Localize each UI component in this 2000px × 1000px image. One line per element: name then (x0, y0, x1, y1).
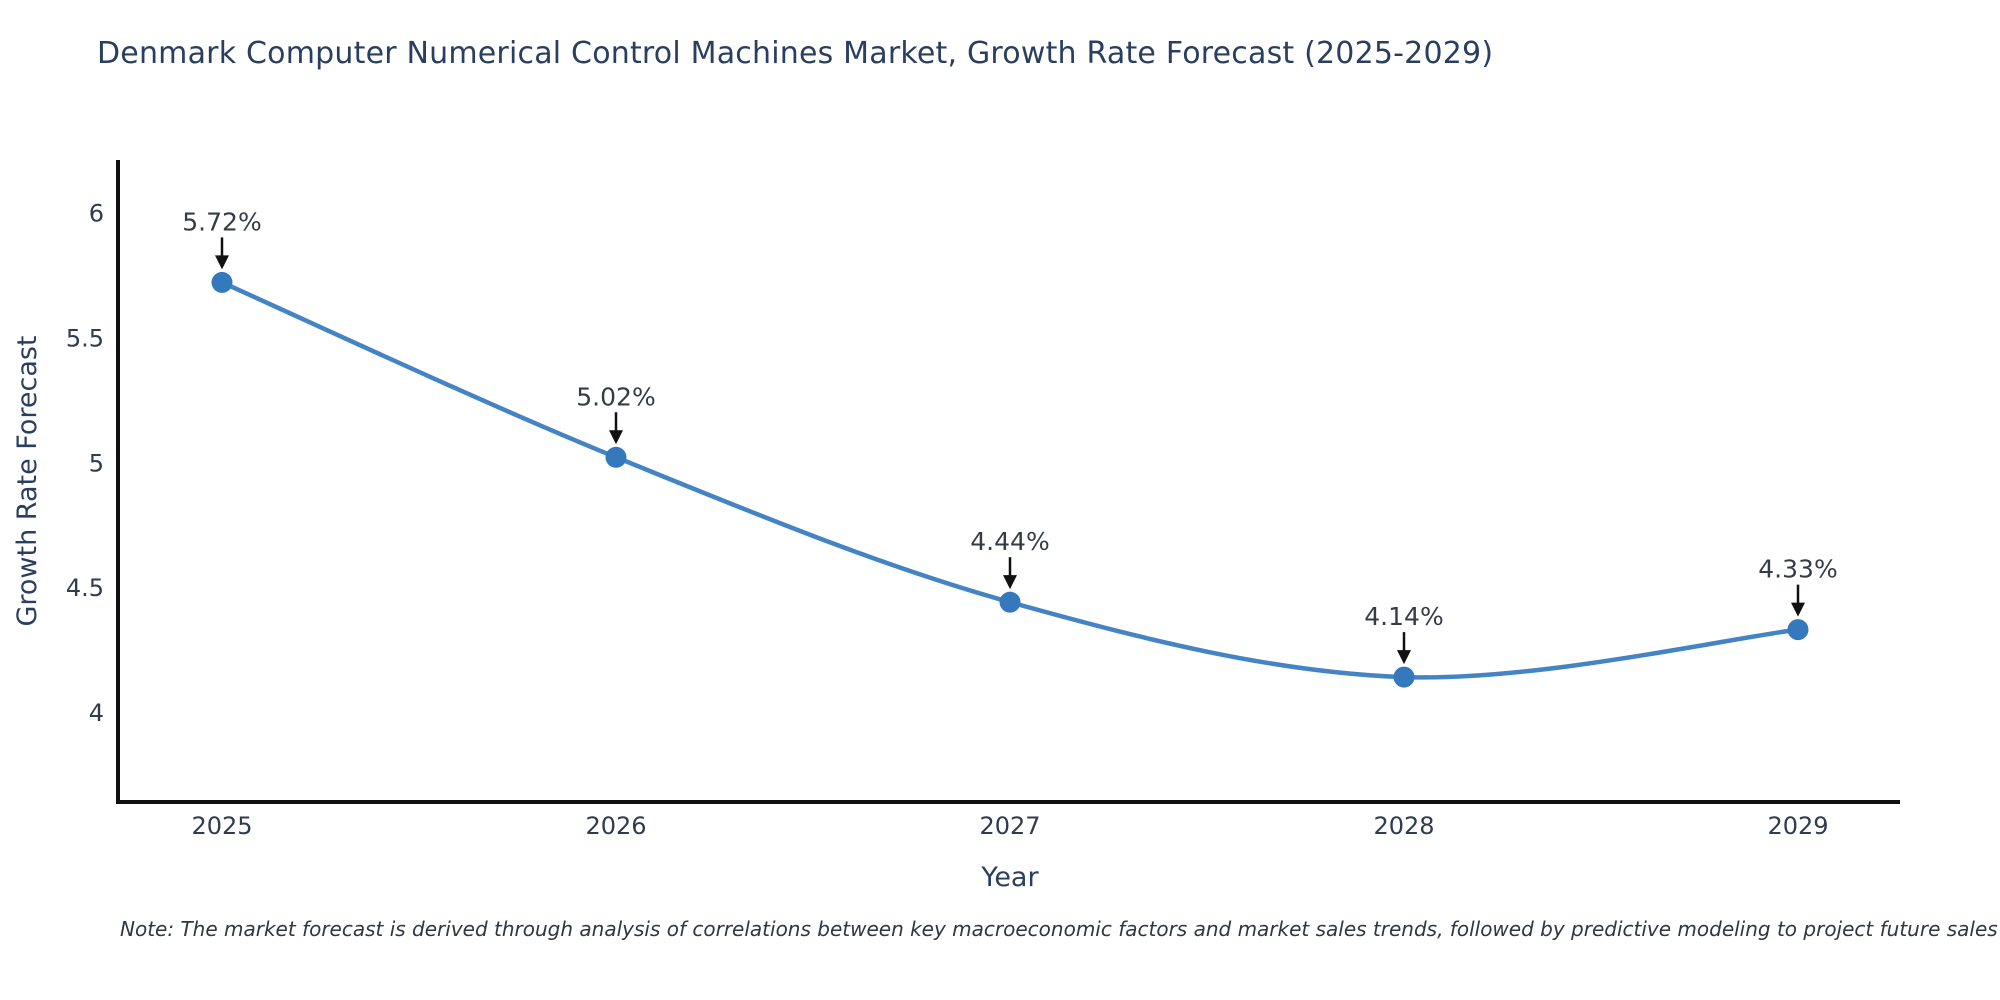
annotation-arrowhead (215, 255, 229, 270)
data-point-label: 5.72% (182, 207, 261, 236)
annotation-arrowhead (609, 430, 623, 445)
data-point-label: 4.14% (1364, 602, 1443, 631)
data-point-marker (605, 446, 627, 468)
y-tick-label: 5 (89, 449, 104, 477)
x-tick-label: 2025 (191, 812, 252, 840)
y-tick-label: 4 (89, 699, 104, 727)
annotation-arrowhead (1791, 602, 1805, 617)
x-tick-label: 2026 (585, 812, 646, 840)
x-axis-title: Year (980, 862, 1039, 893)
trend-line (219, 280, 1801, 680)
data-point-marker (1393, 666, 1415, 688)
data-point-marker (211, 271, 233, 293)
x-tick-label: 2029 (1767, 812, 1828, 840)
chart-title: Denmark Computer Numerical Control Machi… (97, 36, 1494, 71)
y-tick-label: 5.5 (66, 324, 104, 352)
y-tick-label: 6 (89, 199, 104, 227)
axis-lines (116, 160, 1900, 804)
x-tick-label: 2028 (1373, 812, 1434, 840)
note-text: Note: The market forecast is derived thr… (120, 917, 1998, 941)
x-tick-label: 2027 (979, 812, 1040, 840)
data-point-label: 5.02% (576, 382, 655, 411)
data-point-marker (999, 591, 1021, 613)
data-point-marker (1787, 619, 1809, 641)
y-axis-title: Growth Rate Forecast (12, 335, 43, 626)
annotation-arrowhead (1397, 650, 1411, 665)
data-point-label: 4.33% (1758, 555, 1837, 584)
annotation-arrowhead (1003, 575, 1017, 590)
data-point-label: 4.44% (970, 527, 1049, 556)
y-tick-label: 4.5 (66, 574, 104, 602)
